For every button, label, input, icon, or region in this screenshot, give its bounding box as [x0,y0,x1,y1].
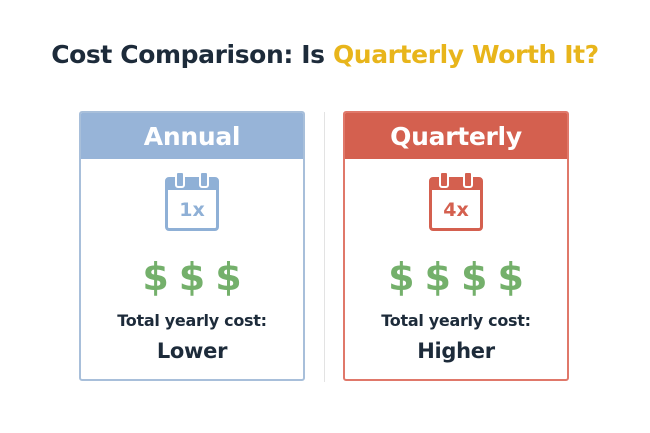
annual-card: Annual 1x $ $ $ Total yearly cost: Lower [79,111,305,381]
calendar-ring-left [439,171,449,188]
calendar-top-bar [168,180,216,190]
quarterly-cost-value: Higher [417,339,495,363]
quarterly-cost-label: Total yearly cost: [381,311,531,330]
center-divider [324,112,325,382]
dollar-sign-icon: $ [142,255,169,299]
calendar-ring-right [199,171,209,188]
quarterly-dollar-signs: $ $ $ $ [345,247,567,307]
calendar-ring-right [463,171,473,188]
quarterly-card-header: Quarterly [345,113,567,159]
calendar-top-bar [432,180,480,190]
page-title: Cost Comparison: Is Quarterly Worth It? [0,40,650,69]
calendar-icon: 4x [429,171,483,231]
annual-frequency-label: 1x [179,198,205,221]
dollar-sign-icon: $ [497,255,524,299]
title-main: Cost Comparison: Is [51,40,333,69]
annual-card-header: Annual [81,113,303,159]
annual-cost-label: Total yearly cost: [117,311,267,330]
calendar-icon: 1x [165,171,219,231]
annual-dollar-signs: $ $ $ [81,247,303,307]
quarterly-frequency-label: 4x [443,198,469,221]
dollar-sign-icon: $ [215,255,242,299]
dollar-sign-icon: $ [178,255,206,299]
dollar-sign-icon: $ [461,255,488,299]
annual-cost-value: Lower [156,339,228,363]
calendar-ring-left [175,171,185,188]
title-accent: Quarterly Worth It? [332,40,599,69]
quarterly-card: Quarterly 4x $ $ $ $ Total yearly cost: Hig… [343,111,569,381]
dollar-sign-icon: $ [388,255,415,299]
dollar-sign-icon: $ [424,255,451,299]
